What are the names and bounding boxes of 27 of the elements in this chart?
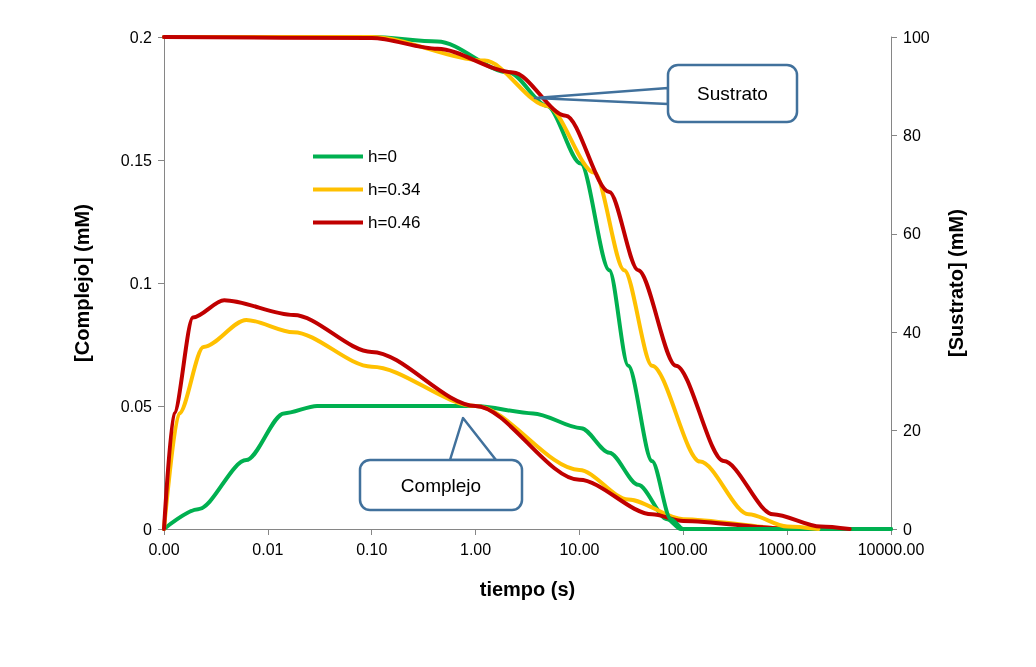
y-tick-label: 0.2 xyxy=(129,28,153,46)
y2-tick-label: 20 xyxy=(903,422,921,440)
y-tick-label: 0.15 xyxy=(120,151,153,169)
annotation: Sustrato xyxy=(697,83,768,104)
legend-label: h=0.46 xyxy=(368,213,421,232)
x-tick-label: 0.10 xyxy=(356,540,388,558)
x-tick-label: 10000.00 xyxy=(857,540,925,558)
annotation: Complejo xyxy=(400,474,482,496)
y-tick-label: 0.1 xyxy=(129,274,153,292)
y2-tick-label: 40 xyxy=(903,323,921,341)
x-tick-label: 10.00 xyxy=(559,540,600,558)
x-tick-label: 0.00 xyxy=(148,540,180,558)
y2-tick-label: 60 xyxy=(903,225,921,243)
legend-label: h=0 xyxy=(368,147,397,166)
y2-axis-title: [Sustrato] (mM) xyxy=(945,209,967,357)
y-tick-label: 0 xyxy=(143,520,153,538)
legend-label: h=0.34 xyxy=(368,180,421,199)
x-tick-label: 0.01 xyxy=(252,540,284,558)
y-tick-label: 0.05 xyxy=(120,397,153,415)
y2-tick-label: 80 xyxy=(903,126,921,144)
x-axis-title: tiempo (s) xyxy=(479,578,576,600)
y-axis-title: [Complejo] (mM) xyxy=(71,204,93,362)
y2-tick-label: 100 xyxy=(903,28,930,46)
y2-tick-label: 0 xyxy=(903,520,912,538)
x-tick-label: 100.00 xyxy=(658,540,708,558)
x-tick-label: 1000.00 xyxy=(758,540,817,558)
x-tick-label: 1.00 xyxy=(460,540,492,558)
